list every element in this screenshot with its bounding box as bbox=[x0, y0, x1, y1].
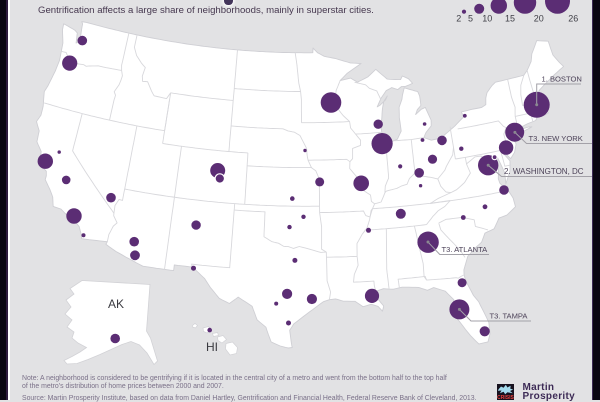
svg-text:20: 20 bbox=[534, 13, 544, 23]
svg-text:HI: HI bbox=[206, 340, 218, 354]
svg-text:1. BOSTON: 1. BOSTON bbox=[542, 75, 582, 84]
svg-text:15: 15 bbox=[505, 13, 515, 23]
svg-text:T3. ATLANTA: T3. ATLANTA bbox=[442, 245, 489, 254]
svg-text:T3. TAMPA: T3. TAMPA bbox=[490, 312, 529, 321]
svg-text:26: 26 bbox=[568, 13, 578, 23]
svg-text:10: 10 bbox=[482, 13, 492, 23]
svg-text:2. WASHINGTON, DC: 2. WASHINGTON, DC bbox=[504, 167, 584, 176]
svg-text:5: 5 bbox=[468, 13, 473, 23]
svg-text:T3. NEW YORK: T3. NEW YORK bbox=[529, 134, 583, 143]
svg-text:2: 2 bbox=[456, 13, 461, 23]
svg-text:AK: AK bbox=[108, 297, 124, 311]
